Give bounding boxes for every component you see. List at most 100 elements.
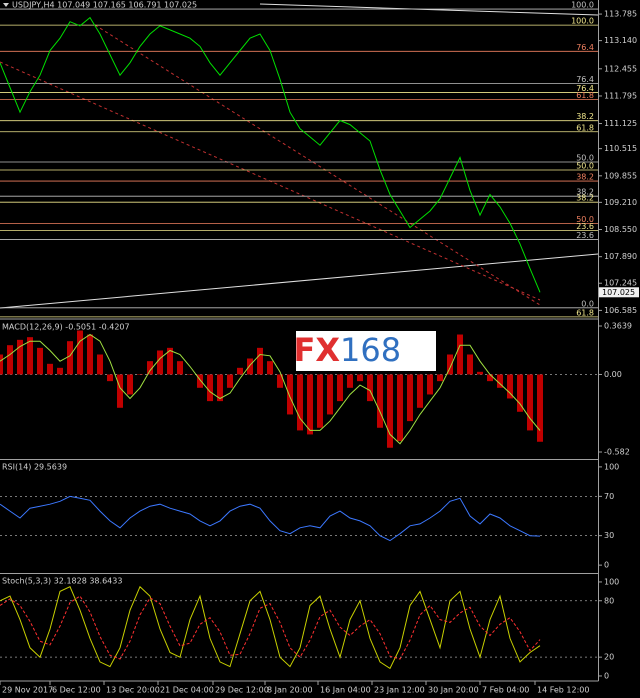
histogram-bar: [147, 361, 153, 375]
trend-line: [94, 24, 541, 306]
histogram-bar: [237, 367, 243, 375]
histogram-bar: [127, 374, 133, 395]
series-line: [0, 585, 541, 670]
y-tick-label: 108.550: [604, 225, 637, 234]
histogram-bar: [57, 367, 63, 375]
indicator-title: MACD(12,26,9) -0.5051 -0.4207: [2, 323, 130, 332]
histogram-bar: [257, 347, 263, 375]
y-tick-label: 113.785: [604, 10, 637, 19]
x-tick-label: 6 Dec 12:00: [52, 686, 101, 695]
series-line: [0, 16, 541, 293]
x-tick-label: 21 Dec 04:00: [160, 686, 214, 695]
fibo-label: 61.8: [576, 308, 594, 317]
fibo-label: 50.0: [576, 215, 594, 224]
histogram-bar: [17, 339, 23, 375]
y-tick-label: 113.140: [604, 36, 637, 45]
histogram-bar: [507, 374, 513, 399]
price-box: [599, 287, 639, 298]
histogram-bar: [527, 374, 533, 431]
histogram-bar: [247, 358, 253, 375]
histogram-bar: [137, 374, 143, 375]
fibo-label: 61.8: [576, 123, 594, 132]
histogram-bar: [47, 363, 53, 375]
y-tick-label: 80: [604, 596, 614, 605]
y-tick-label: 107.245: [604, 279, 637, 288]
histogram-bar: [97, 354, 103, 375]
x-tick-label: 16 Jan 04:00: [320, 686, 371, 695]
histogram-bar: [487, 374, 493, 382]
fibo-label: 50.0: [576, 162, 594, 171]
y-tick-label: 0.3639: [604, 322, 632, 331]
histogram-bar: [227, 374, 233, 388]
histogram-bar: [277, 374, 283, 388]
y-tick-label: 20: [604, 653, 614, 662]
histogram-bar: [467, 354, 473, 375]
y-tick-label: 109.210: [604, 198, 637, 207]
histogram-bar: [367, 374, 373, 402]
histogram-bar: [177, 361, 183, 375]
histogram-bar: [207, 374, 213, 402]
x-tick-label: 29 Nov 2017: [2, 686, 53, 695]
x-tick-label: 8 Jan 20:00: [267, 686, 313, 695]
histogram-bar: [107, 374, 113, 382]
indicator-title: RSI(14) 29.5639: [2, 463, 67, 472]
x-tick-label: 14 Feb 12:00: [537, 686, 589, 695]
histogram-bar: [537, 374, 543, 442]
fibo-label: 76.4: [576, 43, 594, 52]
y-tick-label: 0.00: [604, 370, 622, 379]
fibo-label: 0.0: [581, 299, 594, 308]
fibo-label: 50.0: [576, 153, 594, 162]
series-line: [0, 333, 541, 445]
y-tick-label: 112.455: [604, 64, 637, 73]
y-tick-label: 106.585: [604, 306, 637, 315]
histogram-bar: [317, 374, 323, 428]
indicator-title: Stoch(5,3,3) 32.1828 38.6433: [2, 577, 122, 586]
histogram-bar: [77, 330, 83, 375]
histogram-bar: [357, 374, 363, 382]
histogram-bar: [427, 374, 433, 395]
histogram-bar: [327, 374, 333, 415]
histogram-bar: [167, 347, 173, 375]
watermark: 168: [340, 331, 401, 369]
trend-line: [259, 3, 599, 16]
watermark: FX: [293, 331, 340, 369]
histogram-bar: [497, 374, 503, 388]
trend-line: [0, 253, 599, 309]
fibo-label: 76.4: [576, 75, 594, 84]
fibo-label: 23.6: [576, 231, 594, 240]
histogram-bar: [337, 374, 343, 402]
y-tick-label: 111.795: [604, 91, 637, 100]
histogram-bar: [217, 374, 223, 402]
price-label: 107.025: [602, 288, 635, 297]
x-tick-label: 13 Dec 20:00: [106, 686, 160, 695]
histogram-bar: [517, 374, 523, 412]
histogram-bar: [67, 341, 73, 375]
series-line: [0, 595, 541, 660]
histogram-bar: [407, 374, 413, 422]
y-tick-label: 111.125: [604, 119, 637, 128]
histogram-bar: [37, 347, 43, 375]
y-tick-label: 107.890: [604, 252, 637, 261]
y-tick-label: 30: [604, 531, 614, 540]
histogram-bar: [457, 334, 463, 375]
histogram-bar: [417, 374, 423, 408]
fibo-label: 38.2: [576, 194, 594, 203]
y-tick-label: 109.855: [604, 171, 637, 180]
series-line: [0, 495, 541, 542]
histogram-bar: [347, 374, 353, 388]
histogram-bar: [7, 345, 13, 375]
histogram-bar: [267, 361, 273, 375]
y-tick-label: 0: [604, 671, 609, 680]
y-tick-label: 70: [604, 492, 614, 501]
histogram-bar: [477, 371, 483, 375]
y-tick-label: 0: [604, 561, 609, 570]
histogram-bar: [87, 334, 93, 375]
histogram-bar: [297, 374, 303, 431]
x-tick-label: 30 Jan 20:00: [428, 686, 479, 695]
histogram-bar: [447, 354, 453, 375]
histogram-bar: [387, 374, 393, 448]
histogram-bar: [157, 350, 163, 375]
histogram-bar: [307, 374, 313, 435]
histogram-bar: [0, 354, 3, 375]
